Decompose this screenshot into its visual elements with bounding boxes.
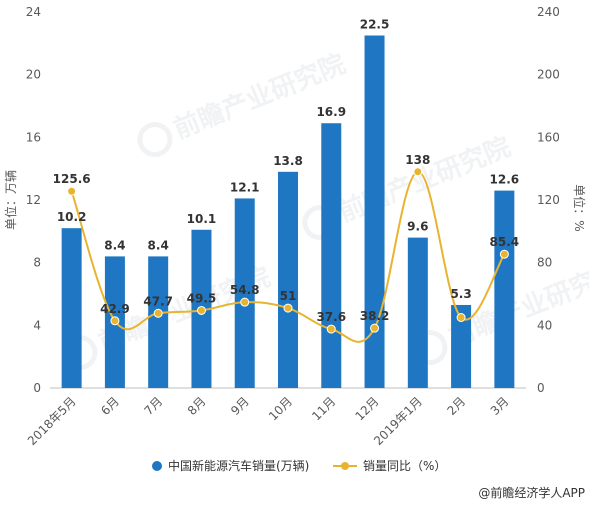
bar-value-label: 12.6 xyxy=(490,173,520,187)
watermark-item: 前瞻产业研究院 xyxy=(137,48,350,158)
line-point xyxy=(196,305,206,315)
x-tick-label: 8月 xyxy=(185,394,209,418)
y-left-tick-label: 24 xyxy=(26,5,41,19)
bar-value-label: 13.8 xyxy=(273,154,303,168)
bar xyxy=(364,35,385,388)
line-value-label: 49.5 xyxy=(187,291,217,305)
y-right-tick-label: 120 xyxy=(537,193,560,207)
line-point xyxy=(283,303,293,313)
bar-value-label: 10.1 xyxy=(187,212,217,226)
bar-value-label: 5.3 xyxy=(450,287,471,301)
x-tick-label: 11月 xyxy=(309,394,338,423)
line-point xyxy=(413,167,423,177)
bar xyxy=(234,198,255,388)
legend-line-marker xyxy=(341,462,349,470)
y-right-tick-label: 80 xyxy=(537,256,552,270)
y-left-tick-label: 8 xyxy=(33,256,41,270)
x-tick-label: 2018年5月 xyxy=(25,394,79,448)
y-left-tick-label: 4 xyxy=(33,318,41,332)
line-point xyxy=(456,313,466,322)
line-point xyxy=(153,308,163,318)
bar-value-label: 10.2 xyxy=(57,210,87,224)
bar-value-label: 8.4 xyxy=(104,238,125,252)
y-left-tick-label: 12 xyxy=(26,193,41,207)
line-point xyxy=(326,324,336,334)
line-point xyxy=(370,323,380,333)
bar-value-label: 8.4 xyxy=(148,238,169,252)
x-tick-label: 10月 xyxy=(266,394,295,423)
legend-bar-marker xyxy=(152,461,162,471)
y-right-tick-label: 200 xyxy=(537,68,560,82)
source-text: @前瞻经济学人APP xyxy=(478,485,585,500)
line-value-label: 125.6 xyxy=(53,172,91,186)
x-tick-label: 6月 xyxy=(98,394,122,418)
series-line xyxy=(70,170,506,343)
line-value-label: 47.7 xyxy=(143,294,173,308)
line-value-label: 85.4 xyxy=(490,235,520,249)
line-point xyxy=(67,186,77,196)
line-point xyxy=(110,316,120,326)
bar xyxy=(321,123,342,388)
x-tick-label: 3月 xyxy=(488,394,512,418)
line-value-label: 38.2 xyxy=(360,309,390,323)
bar-value-label: 12.1 xyxy=(230,180,260,194)
bar-value-label: 16.9 xyxy=(316,105,346,119)
bar-value-label: 22.5 xyxy=(360,18,390,32)
y-left-tick-label: 16 xyxy=(26,130,41,144)
bar xyxy=(494,190,515,388)
bar xyxy=(451,304,472,388)
y-left-tick-label: 20 xyxy=(26,68,41,82)
y-right-axis-title: 单位：% xyxy=(572,184,587,231)
legend: 中国新能源汽车销量(万辆) 销量同比（%） xyxy=(152,458,446,473)
y-left-tick-label: 0 xyxy=(33,381,41,395)
bar xyxy=(61,228,82,388)
x-tick-label: 2月 xyxy=(444,394,468,418)
line-point xyxy=(499,249,509,259)
line-value-label: 37.6 xyxy=(316,310,346,324)
y-right-tick-label: 40 xyxy=(537,318,552,332)
y-right-tick-label: 240 xyxy=(537,5,560,19)
line-value-label: 138 xyxy=(405,153,430,167)
watermark-logo xyxy=(137,122,173,158)
bar xyxy=(407,237,428,388)
y-left-axis-title: 单位：万辆 xyxy=(3,170,18,230)
x-tick-label: 9月 xyxy=(228,394,252,418)
bar xyxy=(148,256,169,388)
line-value-label: 54.8 xyxy=(230,283,260,297)
legend-bar-label: 中国新能源汽车销量(万辆) xyxy=(168,458,309,473)
legend-line-label: 销量同比（%） xyxy=(363,459,446,473)
line-point xyxy=(240,297,250,307)
x-tick-label: 7月 xyxy=(142,394,166,418)
line-value-label: 42.9 xyxy=(100,302,130,316)
x-tick-label: 12月 xyxy=(352,394,381,423)
bar-value-label: 9.6 xyxy=(407,220,428,234)
line-value-label: 51 xyxy=(280,289,297,303)
bar xyxy=(278,171,298,388)
y-right-tick-label: 160 xyxy=(537,130,560,144)
y-right-tick-label: 0 xyxy=(537,381,545,395)
